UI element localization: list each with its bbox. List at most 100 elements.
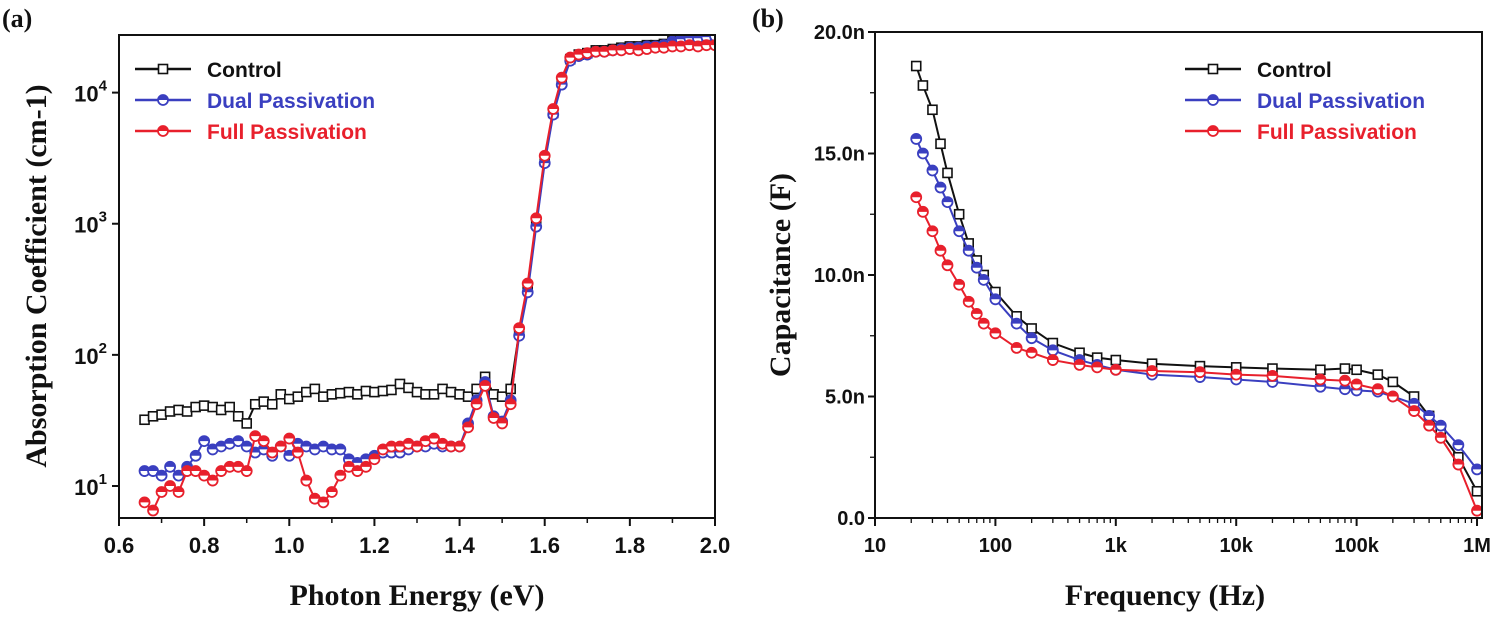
data-point-fill [633, 45, 644, 51]
data-point-fill [343, 461, 354, 467]
data-point-fill [250, 431, 261, 437]
data-point [292, 391, 304, 402]
data-point-fill [241, 466, 252, 472]
data-point-fill [207, 475, 218, 481]
data-point [156, 409, 167, 420]
data-point [386, 384, 397, 396]
data-point-fill [1424, 420, 1435, 426]
data-point [181, 406, 193, 417]
data-point-fill [292, 438, 303, 444]
data-point-fill [190, 450, 201, 456]
legend-label: Dual Passivation [1257, 90, 1425, 113]
data-point [910, 60, 922, 72]
x-tick-label: 0.6 [104, 533, 135, 558]
data-point-fill [1472, 464, 1482, 470]
y-tick-exponent: 2 [99, 340, 107, 357]
data-point-fill [233, 436, 244, 442]
data-point-fill [1011, 318, 1022, 324]
x-tick-label: 1.4 [444, 533, 475, 558]
data-point [309, 383, 321, 395]
data-point-fill [437, 438, 448, 444]
x-tick-label: 100k [1334, 535, 1379, 557]
data-point-fill [377, 444, 388, 450]
y-tick-exponent: 4 [99, 78, 108, 95]
data-point-fill [556, 72, 567, 78]
data-point-fill [190, 466, 201, 472]
data-point-fill [497, 418, 508, 424]
data-point-fill [199, 470, 210, 476]
data-point-fill [978, 274, 989, 280]
data-point-fill [582, 48, 593, 54]
data-point [352, 389, 363, 400]
data-point-fill [531, 213, 542, 219]
data-point-fill [258, 436, 269, 442]
data-point-fill [1453, 440, 1464, 446]
data-point-fill [360, 454, 371, 460]
data-point-fill [224, 438, 235, 444]
data-point [403, 382, 414, 394]
data-point-fill [1409, 406, 1420, 412]
legend-item: Dual Passivation [1185, 90, 1425, 113]
panel-b-capacitance-chart: (b) Frequency (Hz) Capacitance (F) 10 100… [752, 4, 1491, 612]
data-point-fill [301, 441, 312, 447]
data-point-fill [1372, 384, 1383, 390]
data-point [241, 418, 253, 429]
data-point-fill [394, 441, 405, 447]
data-point [437, 383, 448, 395]
data-point-fill [675, 35, 686, 40]
data-point-fill [684, 40, 695, 46]
legend: Control Dual Passivation Full Passivation [135, 59, 375, 144]
panel-b-x-axis-title: Frequency (Hz) [1065, 579, 1265, 612]
legend-label: Dual Passivation [207, 90, 375, 113]
data-point-fill [403, 438, 414, 444]
data-point [394, 378, 406, 390]
x-tick-label: 10k [1220, 535, 1254, 557]
panel-b-label: (b) [752, 4, 784, 33]
data-point-fill [1011, 342, 1022, 348]
data-point-fill [318, 497, 329, 503]
data-point [139, 414, 150, 426]
data-point-fill [590, 46, 601, 52]
legend-marker [1207, 63, 1219, 75]
data-point [953, 208, 965, 220]
y-tick-label: 101 [74, 471, 107, 500]
data-point-fill [616, 45, 627, 51]
x-tick-label: 2.0 [700, 533, 731, 558]
data-point-fill [369, 454, 380, 460]
data-point-fill [284, 433, 295, 439]
data-point-fill [182, 466, 193, 472]
data-point-fill [1453, 459, 1464, 465]
x-tick-label: 1M [1463, 535, 1491, 557]
data-point-fill [935, 245, 946, 251]
data-point-fill [1194, 367, 1205, 373]
data-point-fill [182, 461, 193, 467]
data-point [360, 385, 372, 397]
data-point-fill [963, 296, 974, 302]
y-tick-base: 10 [74, 475, 98, 500]
data-point-fill [514, 323, 525, 329]
data-point [369, 386, 380, 398]
data-point-fill [1387, 391, 1398, 397]
data-point-fill [343, 454, 354, 460]
data-point-fill [963, 245, 974, 251]
data-point [445, 386, 457, 398]
data-point-fill [573, 49, 584, 55]
data-point [343, 386, 355, 398]
data-point-fill [624, 44, 635, 50]
data-point-fill [942, 197, 953, 203]
data-point [411, 386, 423, 398]
panel-b-y-axis-title: Capacitance (F) [764, 173, 797, 377]
data-point-fill [352, 457, 363, 463]
legend-label: Full Passivation [1257, 121, 1417, 144]
data-point-fill [233, 461, 244, 467]
data-point-fill [224, 461, 235, 467]
data-point-fill [1047, 345, 1058, 351]
legend-label: Control [207, 59, 282, 82]
data-point-fill [1074, 355, 1085, 361]
data-point-fill [658, 42, 669, 48]
data-point [488, 389, 499, 400]
data-point-fill [1074, 359, 1085, 365]
data-point-fill [978, 318, 989, 324]
series-line [915, 196, 1478, 512]
